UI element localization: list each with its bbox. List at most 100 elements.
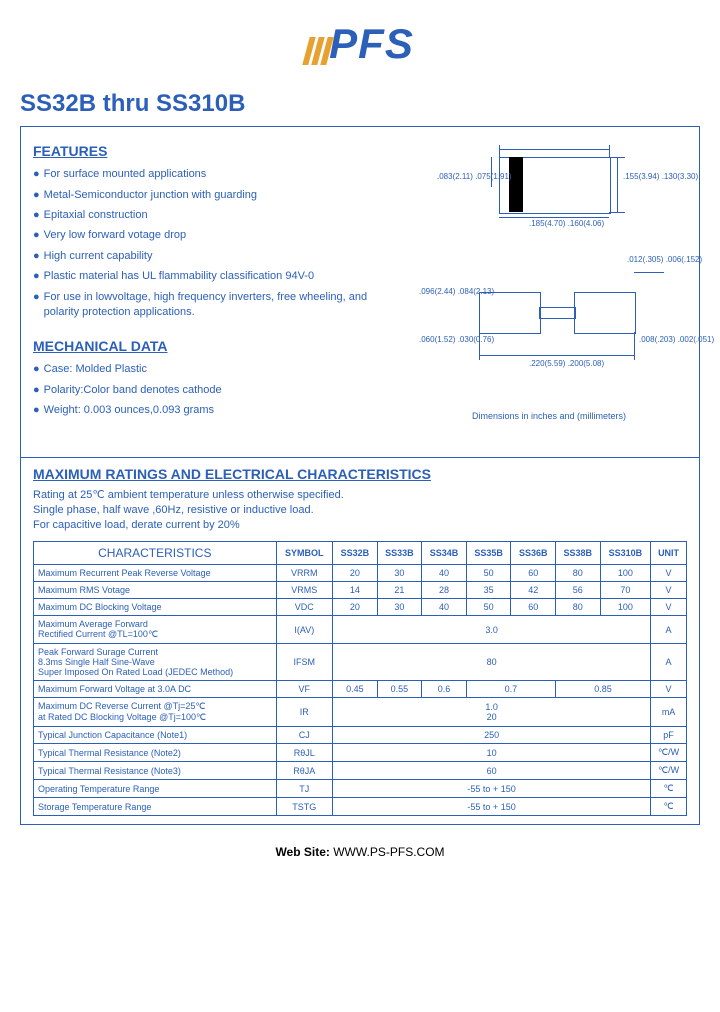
row-value: 80 — [556, 599, 601, 616]
row-value: 28 — [422, 582, 467, 599]
row-value: 60 — [333, 762, 651, 780]
feature-text: Very low forward votage drop — [44, 228, 186, 243]
table-header: SS34B — [422, 542, 467, 565]
row-value: 14 — [333, 582, 378, 599]
row-symbol: IFSM — [276, 644, 332, 681]
feature-item: ●Epitaxial construction — [33, 208, 387, 223]
table-header: SS38B — [556, 542, 601, 565]
dim-bot-rl: .008(.203) .002(.051) — [639, 335, 714, 344]
feature-text: Metal-Semiconductor junction with guardi… — [44, 188, 257, 203]
diagram-caption: Dimensions in inches and (millimeters) — [409, 411, 689, 421]
row-value: 30 — [377, 599, 422, 616]
table-row: Typical Thermal Resistance (Note2)RθJL10… — [34, 744, 687, 762]
mechanical-item: ●Case: Molded Plastic — [33, 362, 387, 377]
row-label: Typical Junction Capacitance (Note1) — [34, 727, 277, 744]
row-label: Maximum Forward Voltage at 3.0A DC — [34, 681, 277, 698]
footer-url: WWW.PS-PFS.COM — [333, 845, 444, 859]
feature-text: Epitaxial construction — [44, 208, 148, 223]
row-unit: V — [651, 599, 687, 616]
feature-text: For surface mounted applications — [44, 167, 207, 182]
package-diagram: .083(2.11) .075(1.91) .155(3.94) .130(3.… — [409, 137, 689, 447]
dim-bot-ll: .060(1.52) .030(0.76) — [419, 335, 475, 344]
logo-text: PFS — [329, 20, 414, 67]
row-value: 42 — [511, 582, 556, 599]
row-label: Maximum DC Blocking Voltage — [34, 599, 277, 616]
table-row: Maximum Forward Voltage at 3.0A DCVF0.45… — [34, 681, 687, 698]
row-value: 50 — [466, 599, 511, 616]
row-label: Typical Thermal Resistance (Note3) — [34, 762, 277, 780]
dim-top-bottom: .185(4.70) .160(4.06) — [529, 219, 604, 228]
row-value: 20 — [333, 565, 378, 582]
ratings-note: Rating at 25℃ ambient temperature unless… — [33, 488, 687, 501]
row-value: 30 — [377, 565, 422, 582]
row-value: 56 — [556, 582, 601, 599]
row-unit: ℃ — [651, 780, 687, 798]
row-value: 10 — [333, 744, 651, 762]
table-header: SS35B — [466, 542, 511, 565]
table-row: Storage Temperature RangeTSTG-55 to + 15… — [34, 798, 687, 816]
footer: Web Site: WWW.PS-PFS.COM — [20, 845, 700, 859]
mechanical-text: Polarity:Color band denotes cathode — [44, 383, 222, 398]
row-unit: V — [651, 681, 687, 698]
ratings-note: Single phase, half wave ,60Hz, resistive… — [33, 504, 687, 516]
feature-item: ●For use in lowvoltage, high frequency i… — [33, 290, 387, 321]
char-label-header: CHARACTERISTICS — [34, 542, 277, 565]
dim-bot-lu: .096(2.44) .084(2.13) — [419, 287, 475, 296]
row-value: -55 to + 150 — [333, 780, 651, 798]
mechanical-text: Case: Molded Plastic — [44, 362, 147, 377]
table-row: Typical Junction Capacitance (Note1)CJ25… — [34, 727, 687, 744]
table-header: SS36B — [511, 542, 556, 565]
row-value: 80 — [333, 644, 651, 681]
row-unit: V — [651, 582, 687, 599]
row-label: Peak Forward Surage Current 8.3ms Single… — [34, 644, 277, 681]
row-unit: ℃ — [651, 798, 687, 816]
row-value: 35 — [466, 582, 511, 599]
row-value: 100 — [600, 565, 651, 582]
features-heading: FEATURES — [33, 143, 387, 159]
table-row: Maximum Average Forward Rectified Curren… — [34, 616, 687, 644]
footer-label: Web Site: — [275, 845, 329, 859]
table-row: Maximum DC Reverse Current @Tj=25℃ at Ra… — [34, 698, 687, 727]
mechanical-item: ●Polarity:Color band denotes cathode — [33, 383, 387, 398]
row-unit: A — [651, 644, 687, 681]
feature-item: ●Very low forward votage drop — [33, 228, 387, 243]
feature-item: ●Plastic material has UL flammability cl… — [33, 269, 387, 284]
row-value: 100 — [600, 599, 651, 616]
row-value: 60 — [511, 599, 556, 616]
table-row: Maximum RMS VotageVRMS14212835425670V — [34, 582, 687, 599]
row-unit: ℃/W — [651, 744, 687, 762]
row-symbol: TJ — [276, 780, 332, 798]
row-label: Maximum Recurrent Peak Reverse Voltage — [34, 565, 277, 582]
row-symbol: CJ — [276, 727, 332, 744]
row-symbol: IR — [276, 698, 332, 727]
row-unit: A — [651, 616, 687, 644]
row-value: 21 — [377, 582, 422, 599]
row-symbol: VDC — [276, 599, 332, 616]
row-label: Storage Temperature Range — [34, 798, 277, 816]
logo: PFS — [20, 20, 700, 70]
row-label: Operating Temperature Range — [34, 780, 277, 798]
row-symbol: VRMS — [276, 582, 332, 599]
row-symbol: RθJA — [276, 762, 332, 780]
table-header: SS310B — [600, 542, 651, 565]
row-symbol: I(AV) — [276, 616, 332, 644]
row-value: 0.45 — [333, 681, 378, 698]
row-value: -55 to + 150 — [333, 798, 651, 816]
row-value: 0.7 — [466, 681, 555, 698]
table-header: SS32B — [333, 542, 378, 565]
feature-text: Plastic material has UL flammability cla… — [44, 269, 314, 284]
row-symbol: VF — [276, 681, 332, 698]
row-value: 0.55 — [377, 681, 422, 698]
dim-bot-tr: .012(.305) .006(.152) — [627, 255, 702, 264]
row-unit: mA — [651, 698, 687, 727]
row-value: 40 — [422, 565, 467, 582]
table-row: Typical Thermal Resistance (Note3)RθJA60… — [34, 762, 687, 780]
characteristics-table: CHARACTERISTICS SYMBOLSS32BSS33BSS34BSS3… — [33, 541, 687, 816]
row-value: 80 — [556, 565, 601, 582]
table-row: Peak Forward Surage Current 8.3ms Single… — [34, 644, 687, 681]
row-label: Maximum DC Reverse Current @Tj=25℃ at Ra… — [34, 698, 277, 727]
row-label: Maximum Average Forward Rectified Curren… — [34, 616, 277, 644]
feature-text: For use in lowvoltage, high frequency in… — [44, 290, 387, 321]
row-value: 250 — [333, 727, 651, 744]
table-header: SS33B — [377, 542, 422, 565]
